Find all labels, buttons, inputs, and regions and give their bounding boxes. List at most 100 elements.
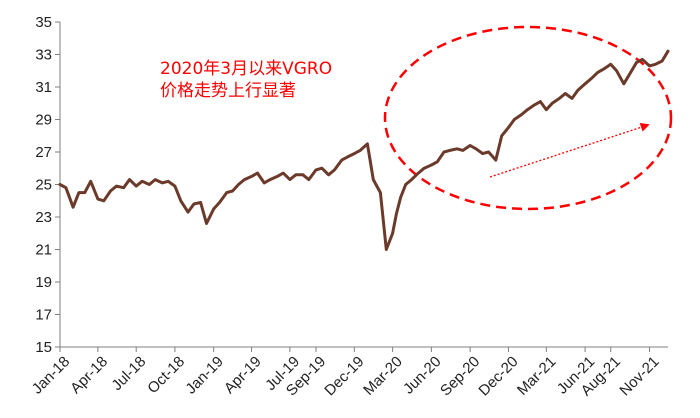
x-tick-label: Nov-21 [616,353,662,399]
x-tick-label: Apr-19 [221,353,265,397]
data-point [180,200,182,202]
data-point [590,78,592,80]
series-group [58,49,670,251]
data-point [218,201,221,204]
data-point [308,178,310,181]
data-point [231,190,234,192]
data-point [495,159,497,161]
data-point [263,182,266,184]
x-tick-label: Jan-19 [182,353,226,397]
data-point [103,200,105,202]
x-tick-label: Apr-18 [67,353,111,397]
data-point [59,183,61,186]
data-point [379,191,382,194]
data-point [225,191,228,194]
x-tick-label: Jan-18 [29,353,73,397]
data-point [417,172,420,174]
y-tick-label: 21 [35,242,52,259]
data-point [154,178,156,181]
data-point [436,161,439,163]
data-point [340,159,343,161]
x-tick-label: Dec-20 [475,353,521,399]
data-point [276,175,279,178]
data-point [256,172,259,174]
data-point [321,167,323,169]
data-point [128,178,131,181]
data-point [469,144,471,147]
data-point [141,180,143,183]
y-tick-label: 23 [35,209,52,226]
data-point [65,186,67,189]
data-point [654,63,657,66]
data-point [135,185,137,187]
data-point [212,208,215,210]
data-point [385,248,388,251]
y-tick-label: 35 [35,14,52,31]
data-point [577,89,579,92]
data-point [391,232,394,235]
y-tick-label: 25 [35,177,52,194]
data-point [122,186,125,189]
data-point [596,71,599,74]
data-point [533,104,536,106]
data-point [174,185,176,187]
data-point [609,63,612,66]
data-point [243,178,246,181]
data-point [513,118,516,121]
data-point [430,164,433,166]
data-point [205,222,208,225]
y-tick-label: 33 [35,47,52,64]
data-point [667,50,669,52]
data-point [250,175,253,178]
data-point [423,167,426,169]
x-tick-label: Mar-20 [360,353,406,399]
data-point [84,191,86,194]
data-point [602,68,605,70]
data-point [109,190,112,192]
y-tick-label: 31 [35,79,52,96]
data-point [193,203,195,205]
data-point [526,108,529,111]
data-point [648,65,651,67]
data-point [661,60,663,62]
data-point [564,92,567,95]
data-point [520,113,523,116]
trend-arrow [489,122,650,178]
data-point [456,148,458,150]
data-point [333,169,336,171]
data-point [449,149,451,152]
data-point [353,152,356,155]
y-axis: 15 17 19 21 23 25 27 29 31 33 35 [35,14,61,356]
data-point [507,126,510,129]
data-point [78,191,80,194]
data-point [315,169,317,171]
data-point [289,178,291,181]
x-tick-label: Jun-20 [400,353,444,397]
data-point [366,143,369,145]
data-point [187,211,189,213]
x-tick-label: Oct-18 [144,353,188,397]
data-point [462,149,464,152]
data-point [346,156,349,158]
data-point [500,135,503,137]
data-point [148,183,151,186]
data-point [302,174,304,176]
data-point [539,100,542,103]
x-tick-label: Jul-18 [108,353,149,394]
data-point [584,83,586,85]
data-point [615,70,618,72]
data-point [443,151,445,153]
x-axis: Jan-18Apr-18Jul-18Oct-18Jan-19Apr-19Jul-… [29,346,668,399]
data-point [199,201,202,204]
x-tick-label: Sep-20 [437,353,483,399]
y-tick-label: 27 [35,144,52,161]
annotation-line-2: 价格走势上行显著 [160,81,296,101]
data-point [399,196,402,199]
x-tick-label: Dec-19 [321,353,367,399]
y-tick-label: 29 [35,112,52,129]
data-point [635,61,638,64]
data-point [237,183,240,186]
data-point [558,97,561,100]
annotation-text: 2020年3月以来VGRO 价格走势上行显著 [160,59,332,101]
